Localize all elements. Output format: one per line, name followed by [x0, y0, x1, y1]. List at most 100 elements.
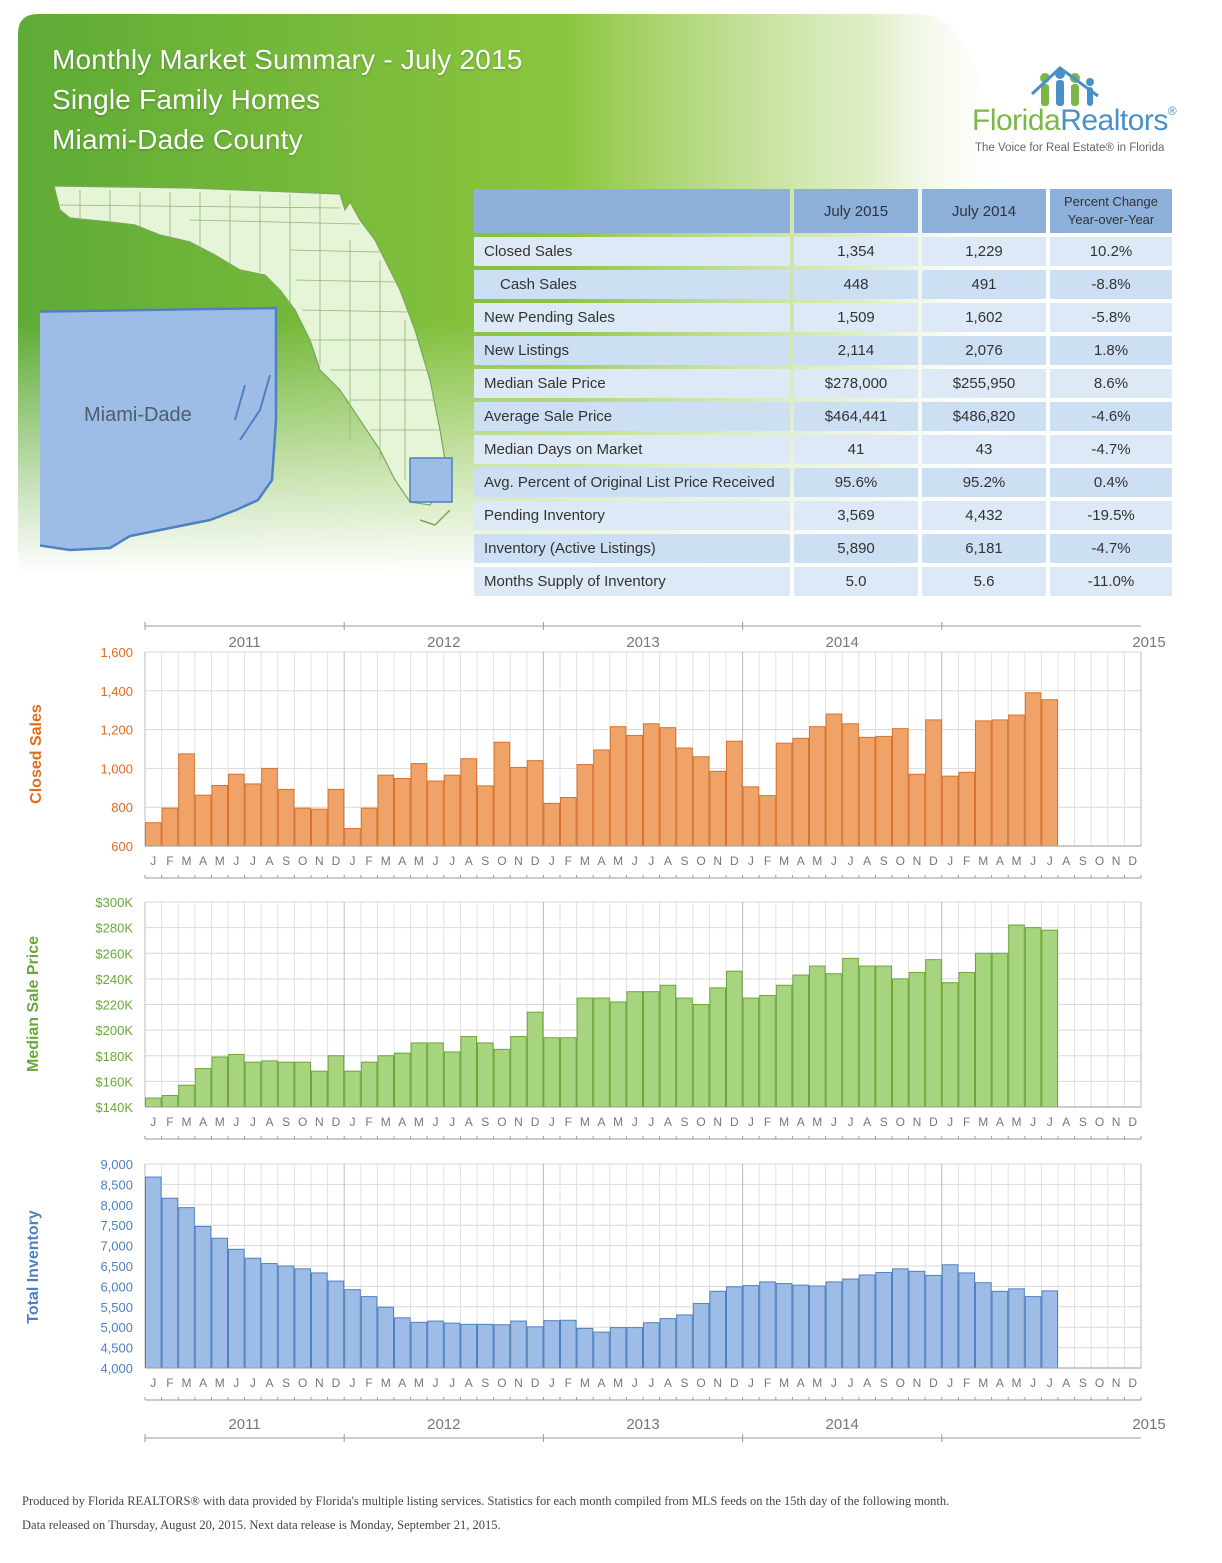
x-month-label: J	[848, 854, 854, 868]
x-month-label: F	[764, 854, 771, 868]
miami-dade-highlight	[409, 457, 453, 503]
y-tick-label: $260K	[95, 946, 133, 961]
bar-total-inventory-43	[858, 1274, 876, 1369]
x-month-label: J	[1047, 1376, 1053, 1390]
bar-total-inventory-17	[427, 1320, 444, 1369]
year-label-2015: 2015	[1132, 634, 1165, 651]
x-month-label: M	[182, 1376, 192, 1390]
bar-closed-sales-52	[1008, 714, 1025, 847]
bar-total-inventory-45	[892, 1268, 909, 1369]
header-july-2014: July 2014	[922, 189, 1046, 233]
bar-median-sale-price-3	[194, 1068, 212, 1108]
x-month-label: O	[696, 1376, 705, 1390]
x-month-label: F	[166, 1376, 173, 1390]
bar-total-inventory-44	[875, 1272, 893, 1369]
x-month-label: J	[1047, 1115, 1053, 1129]
bar-median-sale-price-17	[427, 1042, 444, 1108]
x-month-label: J	[449, 854, 455, 868]
x-month-label: N	[1112, 1376, 1121, 1390]
cell-percent-change: -5.8%	[1050, 303, 1172, 332]
bar-total-inventory-8	[277, 1265, 295, 1369]
x-month-label: A	[1062, 1376, 1070, 1390]
closed-sales-axis-label: Closed Sales	[28, 704, 45, 804]
x-month-label: F	[963, 1376, 970, 1390]
y-tick-label: 7,500	[100, 1218, 133, 1233]
bar-closed-sales-27	[593, 749, 610, 847]
x-month-label: O	[1095, 854, 1104, 868]
year-label-2014: 2014	[826, 634, 859, 651]
bar-median-sale-price-49	[958, 971, 976, 1108]
bar-median-sale-price-15	[394, 1052, 411, 1108]
bar-median-sale-price-14	[377, 1055, 394, 1108]
cell-july-2014: 5.6	[922, 567, 1046, 596]
report-title: Monthly Market Summary - July 2015	[52, 44, 523, 75]
x-month-label: A	[664, 1115, 672, 1129]
bar-total-inventory-28	[609, 1327, 627, 1369]
x-month-label: A	[597, 1115, 605, 1129]
cell-percent-change: -11.0%	[1050, 567, 1172, 596]
bar-median-sale-price-54	[1041, 929, 1059, 1108]
x-month-label: A	[465, 854, 473, 868]
cell-july-2015: 1,509	[794, 303, 918, 332]
x-month-label: N	[913, 1115, 922, 1129]
x-month-label: O	[896, 1115, 905, 1129]
bar-median-sale-price-23	[526, 1011, 544, 1108]
bar-closed-sales-19	[460, 758, 477, 847]
x-month-label: A	[265, 1115, 273, 1129]
bar-closed-sales-4	[211, 784, 228, 847]
cell-percent-change: 1.8%	[1050, 336, 1172, 365]
county-map-label: Miami-Dade	[84, 404, 192, 426]
x-month-label: N	[1112, 1115, 1121, 1129]
x-month-label: D	[1128, 854, 1137, 868]
bar-closed-sales-34	[709, 770, 727, 847]
bar-total-inventory-46	[908, 1270, 926, 1369]
bar-total-inventory-19	[460, 1323, 477, 1369]
bar-total-inventory-32	[676, 1314, 693, 1369]
x-month-label: F	[365, 1376, 372, 1390]
row-label: Avg. Percent of Original List Price Rece…	[474, 468, 790, 497]
bar-closed-sales-50	[975, 720, 992, 847]
bar-total-inventory-52	[1008, 1288, 1025, 1369]
bar-median-sale-price-53	[1024, 927, 1042, 1108]
cell-july-2015: 41	[794, 435, 918, 464]
x-month-label: M	[812, 854, 822, 868]
logo-wordmark: FloridaRealtors®	[972, 104, 1177, 137]
y-tick-label: 600	[111, 839, 133, 854]
x-month-label: A	[863, 1376, 871, 1390]
median-sale-price-chart: $140K $160K $180K $200K $220K $240K $260K $280K…	[95, 895, 1142, 1140]
year-label-2013: 2013	[626, 634, 659, 651]
bar-median-sale-price-25	[560, 1037, 577, 1108]
bar-median-sale-price-37	[759, 995, 776, 1108]
bar-closed-sales-6	[244, 783, 262, 847]
bar-median-sale-price-50	[975, 952, 992, 1108]
x-month-label: M	[580, 854, 590, 868]
bar-median-sale-price-6	[244, 1061, 262, 1108]
x-month-label: M	[580, 1115, 590, 1129]
cell-percent-change: 10.2%	[1050, 237, 1172, 266]
x-month-label: N	[713, 1115, 722, 1129]
x-month-label: M	[779, 1115, 789, 1129]
bar-median-sale-price-38	[775, 984, 793, 1108]
x-month-label: A	[664, 1376, 672, 1390]
table-row: Inventory (Active Listings) 5,890 6,181 -4.…	[474, 534, 1172, 563]
x-month-label: F	[764, 1115, 771, 1129]
x-month-label: S	[680, 854, 688, 868]
y-tick-label: 1,200	[100, 723, 133, 738]
x-month-label: F	[166, 1115, 173, 1129]
cell-july-2014: 2,076	[922, 336, 1046, 365]
total-inventory-chart: 4,000 4,500 5,000 5,500 6,000 6,500 7,000 7,500…	[100, 1157, 1166, 1442]
x-month-label: A	[199, 854, 207, 868]
x-month-label: J	[150, 1115, 156, 1129]
cell-july-2014: 95.2%	[922, 468, 1046, 497]
x-month-label: D	[531, 854, 540, 868]
bar-closed-sales-23	[526, 760, 544, 847]
bar-closed-sales-16	[410, 763, 428, 847]
miami-dade-inset	[40, 306, 278, 552]
bar-closed-sales-20	[477, 785, 494, 847]
bar-total-inventory-41	[825, 1281, 843, 1369]
x-month-label: J	[1030, 1376, 1036, 1390]
cell-percent-change: -19.5%	[1050, 501, 1172, 530]
bar-total-inventory-38	[775, 1283, 793, 1369]
bar-closed-sales-7	[261, 767, 278, 847]
bar-median-sale-price-7	[261, 1060, 278, 1108]
